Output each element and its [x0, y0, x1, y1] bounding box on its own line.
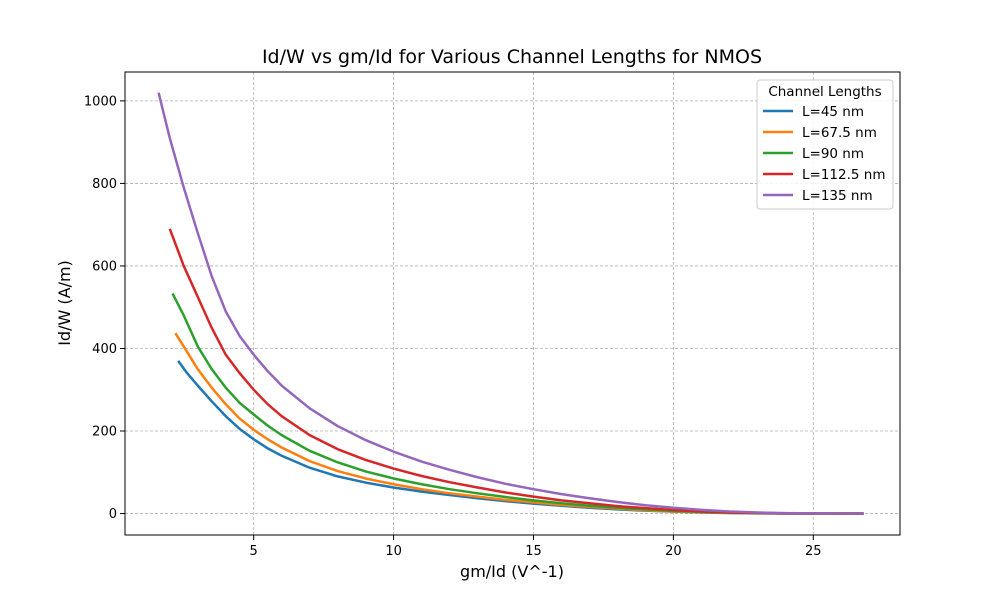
x-axis-title: gm/Id (V^-1)	[460, 562, 564, 581]
legend-label: L=45 nm	[802, 104, 864, 120]
legend: Channel Lengths L=45 nmL=67.5 nmL=90 nmL…	[756, 79, 894, 210]
series-lines	[157, 92, 864, 515]
legend-entries: L=45 nm L=67.5 nm L=90 nm L=112.5 nm L=135 n…	[763, 104, 885, 204]
y-axis-title: Id/W (A/m)	[55, 260, 74, 346]
x-tick-label: 15	[525, 544, 542, 559]
series-line-5	[157, 92, 864, 515]
x-tick-label: 20	[665, 544, 682, 559]
legend-label: L=135 nm	[802, 188, 873, 204]
y-tick-label: 200	[92, 425, 117, 440]
axis-ticks: 5 10 15 20 25 0 200 400 600 800 1000	[84, 94, 822, 559]
y-tick-label: 600	[92, 259, 117, 274]
legend-label: L=67.5 nm	[802, 125, 877, 141]
legend-title: Channel Lengths	[768, 84, 881, 100]
legend-label: L=90 nm	[802, 146, 864, 162]
x-tick-label: 5	[250, 544, 258, 559]
y-tick-label: 800	[92, 177, 117, 192]
plot-area-frame	[124, 71, 901, 536]
legend-label: L=112.5 nm	[802, 167, 885, 183]
y-tick-label: 400	[92, 342, 117, 357]
chart-title: Id/W vs gm/Id for Various Channel Length…	[262, 46, 762, 68]
y-tick-label: 0	[109, 507, 117, 522]
x-tick-label: 10	[385, 544, 402, 559]
y-tick-label: 1000	[84, 94, 117, 109]
x-tick-label: 25	[805, 544, 822, 559]
